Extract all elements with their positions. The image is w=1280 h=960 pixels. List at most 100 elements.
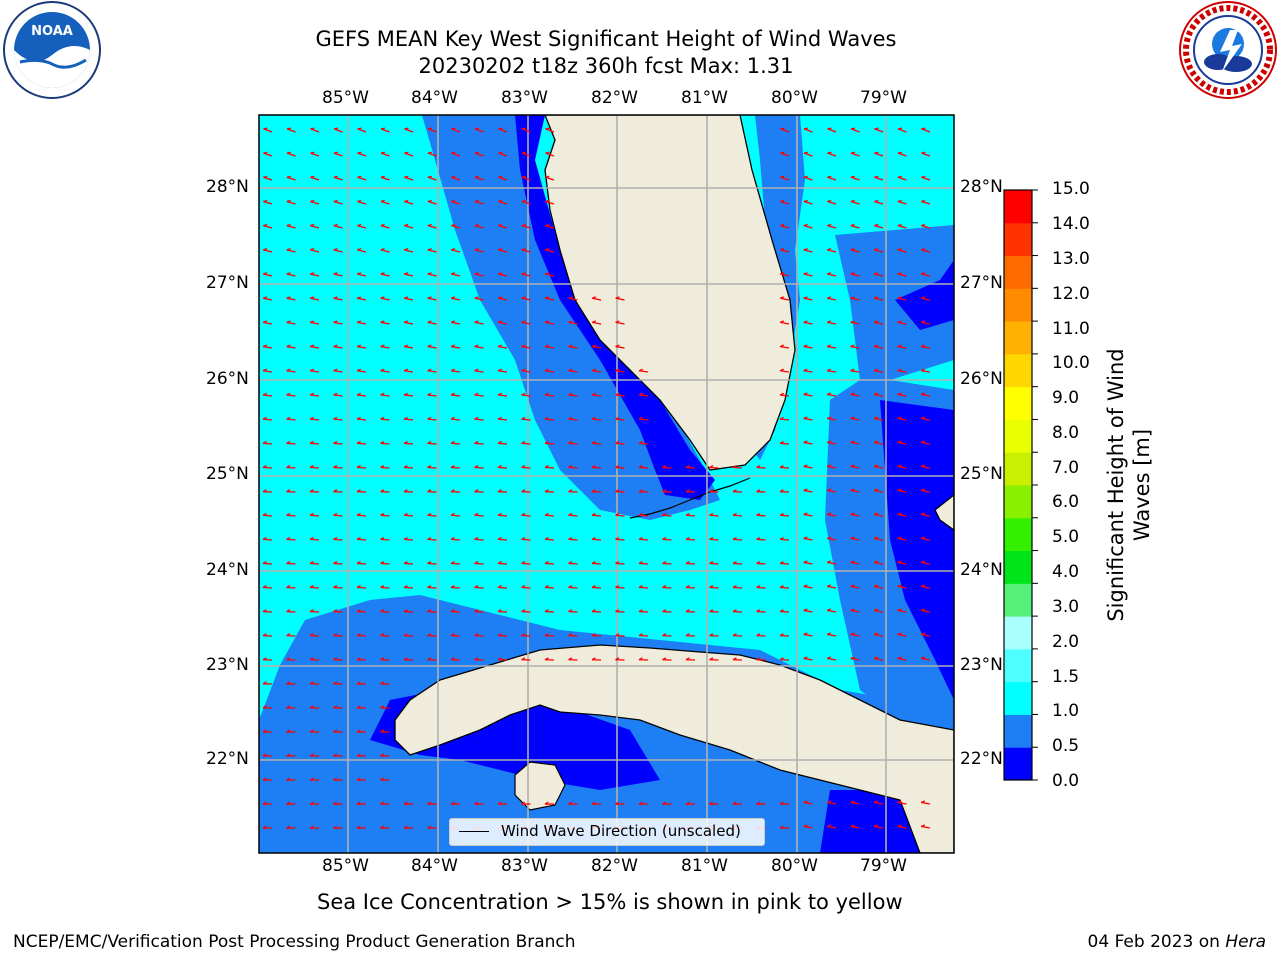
wave-direction-arrow [615, 392, 625, 397]
wave-direction-arrow [709, 561, 719, 565]
wave-direction-arrow [897, 800, 907, 805]
wave-direction-arrow [474, 801, 484, 805]
wave-direction-arrow [497, 512, 508, 517]
wave-direction-arrow [920, 464, 931, 469]
wave-direction-arrow [380, 151, 390, 157]
wave-direction-arrow [263, 175, 273, 181]
wave-direction-arrow [521, 127, 531, 133]
wave-direction-arrow [521, 296, 531, 301]
wave-direction-arrow [474, 151, 484, 157]
wave-direction-arrow [357, 199, 367, 205]
wave-direction-arrow [803, 223, 813, 229]
wave-direction-arrow [497, 561, 508, 565]
wave-direction-arrow [921, 151, 931, 157]
wave-direction-arrow [662, 801, 672, 805]
wave-direction-arrow [263, 272, 273, 277]
colorbar-swatch [1004, 386, 1032, 420]
wave-direction-arrow [780, 175, 790, 181]
wave-direction-arrow [873, 656, 884, 661]
wave-direction-arrow [474, 272, 484, 277]
colorbar-swatch [1004, 583, 1032, 617]
wave-direction-arrow [333, 368, 343, 373]
wave-direction-arrow [615, 561, 625, 565]
wave-direction-arrow [310, 223, 320, 229]
wave-direction-arrow [262, 489, 273, 493]
wave-direction-arrow [380, 657, 390, 661]
wave-direction-arrow [262, 657, 273, 661]
wave-direction-arrow [897, 320, 907, 325]
wave-direction-arrow [638, 416, 649, 421]
wave-direction-arrow [873, 296, 884, 301]
colorbar-tick: 0.5 [1052, 736, 1080, 756]
wave-direction-arrow [897, 344, 907, 349]
wave-direction-arrow [920, 488, 931, 493]
wave-direction-arrow [333, 127, 343, 133]
wave-direction-arrow [850, 127, 860, 133]
wave-direction-arrow [615, 440, 625, 445]
wave-direction-arrow [427, 416, 437, 421]
wave-direction-arrow [427, 151, 437, 157]
wave-direction-arrow [873, 344, 884, 349]
wave-direction-arrow [732, 512, 743, 517]
wave-direction-arrow [615, 296, 625, 301]
wave-direction-arrow [450, 392, 461, 397]
sea-ice-caption: Sea Ice Concentration > 15% is shown in … [317, 890, 903, 914]
wave-direction-arrow [286, 199, 296, 205]
colorbar-tick: 4.0 [1052, 562, 1080, 582]
wave-direction-arrow [591, 536, 602, 541]
wave-direction-arrow [826, 608, 837, 613]
wave-direction-arrow [286, 223, 296, 229]
wave-direction-arrow [803, 127, 813, 133]
wave-direction-arrow [568, 801, 578, 805]
wave-direction-arrow [356, 489, 367, 493]
wave-direction-arrow [920, 344, 931, 349]
wave-direction-arrow [497, 344, 508, 349]
wave-direction-arrow [803, 151, 813, 157]
wave-direction-arrow [356, 392, 367, 397]
wave-direction-arrow [403, 633, 414, 637]
colorbar-tick: 14.0 [1052, 214, 1090, 234]
wave-direction-arrow [309, 489, 320, 493]
colorbar-swatch [1004, 681, 1032, 715]
wave-direction-arrow [427, 440, 437, 445]
wave-direction-arrow [356, 440, 367, 445]
wave-direction-arrow [403, 825, 414, 829]
wave-direction-arrow [662, 633, 672, 637]
wave-direction-arrow [451, 151, 461, 157]
wave-direction-arrow [521, 512, 531, 517]
wave-direction-arrow [497, 609, 508, 613]
wave-direction-arrow [356, 705, 367, 709]
wave-direction-arrow [286, 729, 296, 733]
wave-direction-arrow [709, 585, 719, 589]
wave-direction-arrow [897, 416, 907, 421]
wave-direction-arrow [591, 296, 602, 301]
wave-direction-arrow [544, 440, 555, 445]
wave-direction-arrow [544, 512, 555, 517]
wave-direction-arrow [497, 320, 508, 325]
wave-direction-arrow [803, 464, 813, 469]
wave-direction-arrow [920, 368, 931, 373]
wave-direction-arrow [474, 585, 484, 589]
wave-direction-arrow [333, 561, 343, 565]
wave-direction-arrow [826, 368, 837, 373]
colorbar-tick: 9.0 [1052, 388, 1080, 408]
wave-direction-arrow [263, 127, 273, 133]
wave-direction-arrow [521, 248, 531, 253]
wave-direction-arrow [474, 512, 484, 517]
wave-direction-arrow [920, 608, 931, 613]
wave-direction-arrow [756, 561, 766, 565]
lon-bottom-tick: 83°W [501, 856, 548, 876]
wave-direction-arrow [356, 633, 367, 637]
lon-bottom-tick: 85°W [322, 856, 369, 876]
wave-direction-arrow [591, 609, 602, 613]
wave-direction-arrow [356, 777, 367, 781]
wave-direction-arrow [450, 344, 461, 349]
wave-direction-arrow [333, 223, 343, 229]
lat-right-tick: 22°N [960, 749, 1003, 769]
wave-direction-arrow [286, 512, 296, 517]
wave-direction-arrow [309, 440, 320, 445]
wave-direction-arrow [873, 464, 884, 469]
wave-direction-arrow [780, 248, 790, 253]
wave-direction-arrow [850, 584, 860, 589]
